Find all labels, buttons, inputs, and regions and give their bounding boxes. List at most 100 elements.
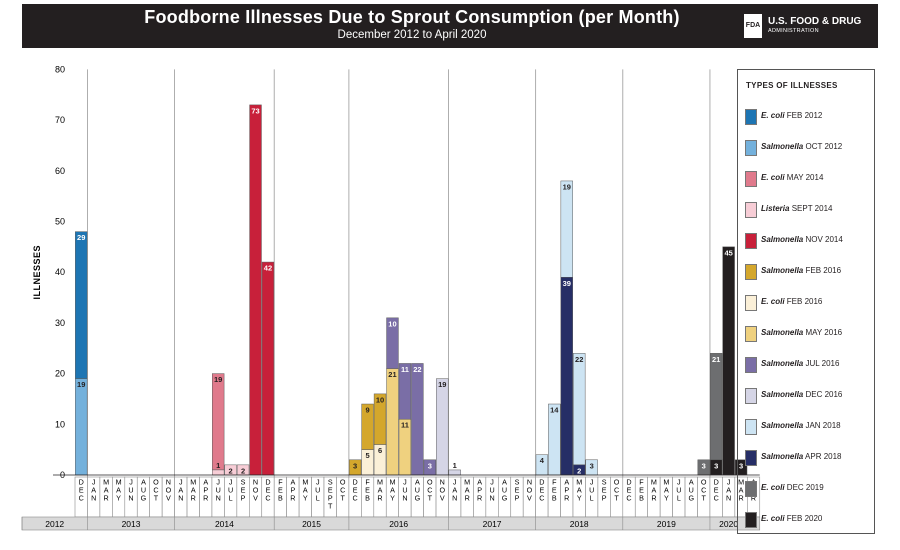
y-tick-label: 30: [55, 318, 65, 328]
legend-label: E. coli FEB 2020: [761, 514, 822, 523]
legend-label: Salmonella JAN 2018: [761, 421, 841, 430]
legend-organism: Salmonella: [761, 142, 804, 151]
legend-organism: Salmonella: [761, 328, 804, 337]
bar: [722, 246, 735, 476]
data-label: 2: [241, 466, 245, 475]
bar: [448, 469, 461, 476]
legend-organism: Listeria: [761, 204, 790, 213]
legend-date: NOV 2014: [803, 235, 843, 244]
data-label: 9: [365, 406, 369, 415]
data-label: 19: [77, 380, 85, 389]
year-label: 2012: [45, 519, 64, 529]
data-label: 39: [563, 279, 571, 288]
year-label: 2017: [483, 519, 502, 529]
fda-logo: FDA U.S. FOOD & DRUG ADMINISTRATION: [744, 14, 874, 40]
legend-swatch: [745, 481, 757, 497]
legend-title: TYPES OF ILLNESSES: [746, 81, 838, 90]
fda-logo-name: U.S. FOOD & DRUG: [768, 16, 862, 27]
legend-date: FEB 2016: [784, 297, 823, 306]
legend-swatch: [745, 419, 757, 435]
legend-label: Salmonella DEC 2016: [761, 390, 842, 399]
legend-label: Salmonella JUL 2016: [761, 359, 839, 368]
data-label: 73: [251, 106, 259, 115]
y-tick-label: 20: [55, 369, 65, 379]
legend-label: Listeria SEPT 2014: [761, 204, 832, 213]
bar: [411, 363, 424, 476]
legend-label: E. coli DEC 2019: [761, 483, 824, 492]
data-label: 4: [540, 456, 545, 465]
bar: [386, 368, 399, 476]
legend-label: Salmonella OCT 2012: [761, 142, 842, 151]
data-label: 1: [453, 461, 457, 470]
year-label: 2015: [302, 519, 321, 529]
chart-subtitle: December 2012 to April 2020: [337, 29, 487, 41]
legend-date: SEPT 2014: [789, 204, 833, 213]
bar: [212, 469, 225, 476]
legend-swatch: [745, 140, 757, 156]
legend-swatch: [745, 264, 757, 280]
bar: [386, 317, 399, 369]
y-tick-label: 80: [55, 64, 65, 74]
data-label: 14: [550, 406, 559, 415]
legend-label: E. coli FEB 2012: [761, 111, 822, 120]
y-tick-label: 40: [55, 267, 65, 277]
data-label: 6: [378, 446, 382, 455]
year-label: 2019: [657, 519, 676, 529]
year-label: 2013: [122, 519, 141, 529]
fda-logo-mark: FDA: [744, 14, 762, 38]
data-label: 3: [590, 461, 594, 470]
data-label: 22: [413, 365, 421, 374]
bar: [548, 403, 561, 476]
data-label: 10: [376, 395, 384, 404]
legend: TYPES OF ILLNESSES E. coli FEB 2012 Salmo…: [737, 69, 875, 534]
legend-date: FEB 2012: [784, 111, 823, 120]
year-label: 2014: [215, 519, 234, 529]
data-label: 3: [428, 461, 432, 470]
data-label: 1: [216, 461, 220, 470]
legend-swatch: [745, 295, 757, 311]
legend-organism: E. coli: [761, 297, 785, 306]
legend-date: MAY 2014: [784, 173, 824, 182]
data-label: 45: [724, 248, 732, 257]
year-label: 2016: [389, 519, 408, 529]
legend-date: APR 2018: [803, 452, 842, 461]
data-label: 10: [388, 319, 396, 328]
legend-label: E. coli MAY 2014: [761, 173, 823, 182]
data-label: 5: [365, 451, 369, 460]
legend-date: JAN 2018: [803, 421, 841, 430]
legend-date: FEB 2020: [784, 514, 823, 523]
legend-date: DEC 2016: [803, 390, 843, 399]
data-label: 19: [563, 182, 571, 191]
data-label: 3: [353, 461, 357, 470]
